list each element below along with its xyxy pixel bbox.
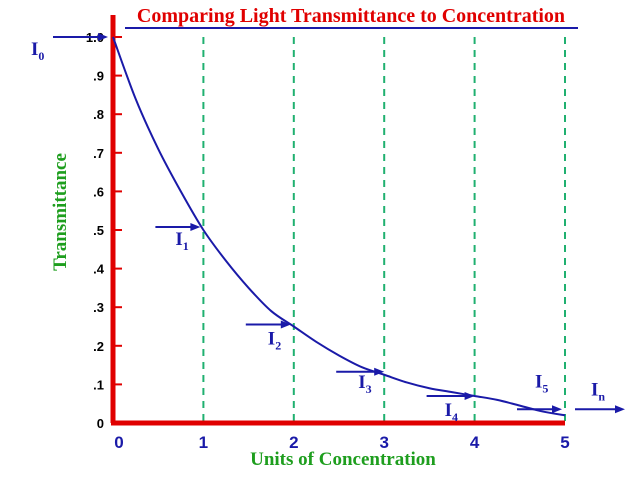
arrow-head — [374, 367, 385, 376]
y-tick-label: .2 — [93, 339, 104, 354]
x-tick-labels: 0 1 2 3 4 5 — [114, 433, 569, 452]
arrow-head — [464, 391, 475, 400]
curve-layer — [112, 36, 566, 417]
chart-title: Comparing Light Transmittance to Concent… — [137, 5, 565, 27]
y-tick-label: .3 — [93, 300, 104, 315]
intensity-label-2: I2 — [268, 329, 281, 353]
arrow-head — [280, 320, 291, 329]
arrow-head — [552, 405, 562, 414]
arrow-head — [615, 405, 625, 414]
y-axis-label: Transmittance — [50, 153, 71, 271]
x-tick-label: 0 — [114, 433, 123, 452]
y-tick-label: .1 — [93, 377, 104, 392]
y-tick-label: .7 — [93, 146, 104, 161]
intensity-label-5: I5 — [535, 371, 548, 395]
intensity-label-4: I4 — [445, 400, 458, 424]
y-tick-label: .8 — [93, 107, 104, 122]
y-tick-label: .4 — [93, 262, 105, 277]
y-tick-label: .5 — [93, 223, 104, 238]
x-tick-label: 4 — [470, 433, 480, 452]
x-tick-label: 3 — [379, 433, 388, 452]
transmittance-curve — [112, 36, 566, 417]
arrow-head — [190, 223, 201, 231]
y-tick-label: .6 — [93, 184, 104, 199]
intensity-label-0: I0 — [31, 39, 44, 63]
axes — [110, 15, 565, 426]
intensity-label-1: I1 — [175, 229, 188, 253]
intensity-label-3: I3 — [358, 372, 371, 396]
y-tick-label: 0 — [97, 416, 104, 431]
x-tick-label: 2 — [289, 433, 298, 452]
x-axis-label: Units of Concentration — [250, 449, 436, 470]
y-tick-labels: 0.1.2.3.4.5.6.7.8.91.0 — [86, 30, 122, 431]
arrow-head — [98, 33, 108, 41]
x-tick-label: 1 — [199, 433, 208, 452]
intensity-markers: I0 I1 I2 I3 I4 I5 In — [31, 33, 625, 424]
y-tick-label: .9 — [93, 69, 104, 84]
intensity-label-n: In — [591, 379, 605, 403]
x-tick-label: 5 — [560, 433, 569, 452]
grid-lines — [202, 37, 566, 423]
